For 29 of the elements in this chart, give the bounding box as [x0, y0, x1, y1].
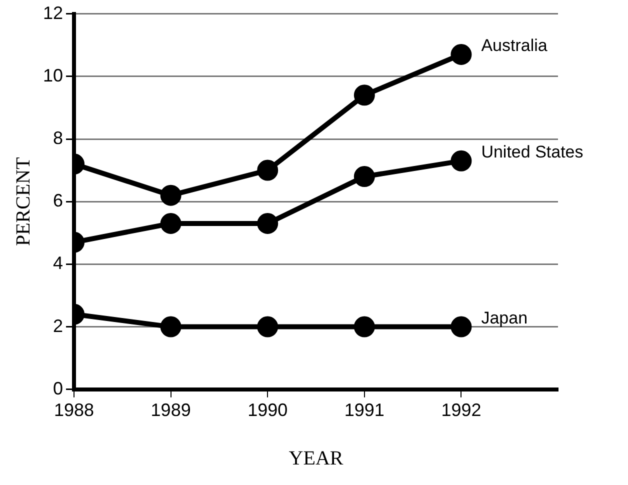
- point: [354, 166, 375, 188]
- point: [160, 213, 182, 234]
- y-tick-label: 12: [42, 2, 64, 23]
- series-label: United States: [481, 142, 584, 162]
- x-tick-label: 1990: [248, 400, 288, 420]
- y-tick-label: 2: [53, 316, 64, 336]
- y-tick-label: 6: [53, 190, 64, 211]
- y-tick-label: 0: [53, 378, 64, 398]
- x-tick-label: 1992: [441, 400, 482, 420]
- y-tick-label: 4: [53, 253, 64, 274]
- point: [354, 84, 375, 106]
- point: [160, 316, 182, 338]
- point: [257, 213, 278, 234]
- point: [257, 160, 278, 181]
- point: [450, 44, 472, 65]
- x-tick-label: 1991: [344, 400, 384, 420]
- point: [450, 316, 472, 338]
- x-tick-label: 1988: [54, 400, 94, 420]
- y-tick-label: 8: [53, 128, 64, 148]
- x-axis-title: YEAR: [288, 447, 344, 470]
- y-axis-title: PERCENT: [12, 157, 34, 246]
- y-tick-label: 10: [42, 65, 64, 86]
- point: [450, 150, 472, 172]
- point: [354, 316, 375, 338]
- series-label: Japan: [481, 308, 528, 328]
- point: [160, 184, 182, 206]
- series-label: Australia: [481, 36, 548, 56]
- x-tick-label: 1989: [150, 400, 191, 420]
- point: [257, 316, 278, 338]
